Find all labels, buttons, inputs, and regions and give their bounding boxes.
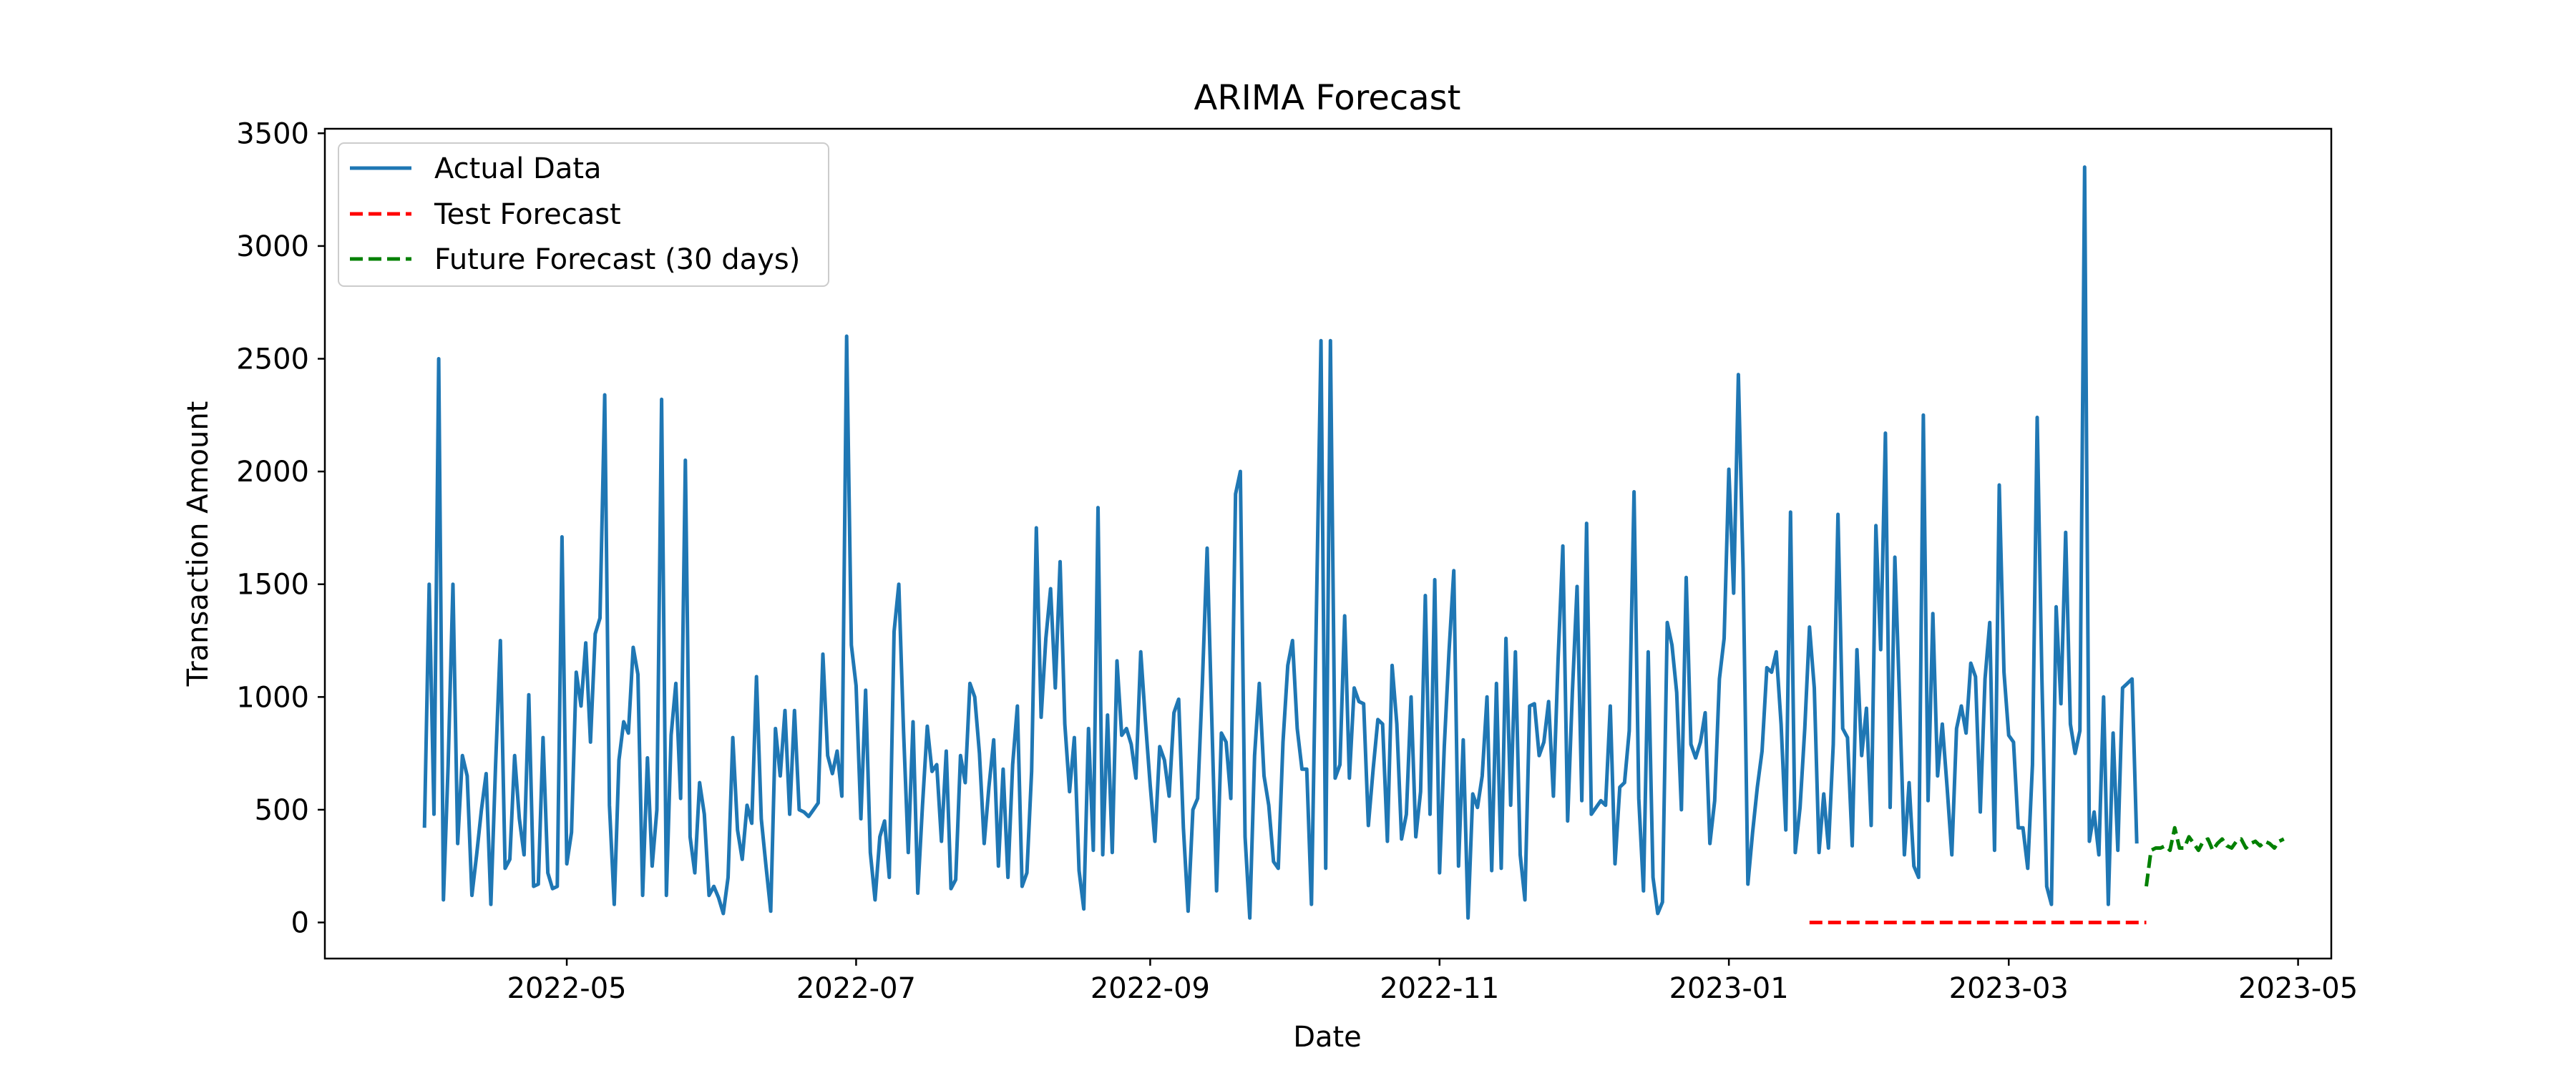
y-tick-label: 2500 [236,343,309,376]
x-axis-label: Date [1293,1021,1362,1054]
x-tick-label: 2023-03 [1949,972,2069,1005]
legend-label-test: Test Forecast [434,198,621,231]
y-tick-label: 1500 [236,569,309,602]
y-tick-label: 3500 [236,117,309,150]
y-axis-ticks: 0 500 1000 1500 2000 2500 3000 3500 [236,117,325,940]
chart-title: ARIMA Forecast [1194,78,1461,118]
x-tick-label: 2023-05 [2238,972,2358,1005]
y-tick-label: 2000 [236,456,309,489]
x-axis-ticks: 2022-05 2022-07 2022-09 2022-11 2023-01 2023-… [507,959,2358,1005]
legend-label-actual: Actual Data [434,152,602,185]
legend-box [338,142,829,287]
x-tick-label: 2022-11 [1380,972,1499,1005]
y-tick-label: 1000 [236,681,309,714]
series-layer [422,165,2285,925]
x-tick-label: 2022-07 [796,972,916,1005]
y-tick-label: 3000 [236,230,309,263]
x-tick-label: 2022-05 [507,972,627,1005]
x-tick-label: 2023-01 [1669,972,1789,1005]
y-axis-label: Transaction Amount [182,401,215,687]
plot-area-frame [323,127,2333,960]
legend: Actual Data Test Forecast Future Forecas… [338,142,829,287]
series-line-2 [2145,825,2285,887]
x-tick-label: 2022-09 [1091,972,1210,1005]
series-line-0 [422,165,2139,920]
y-tick-label: 500 [255,794,309,827]
y-tick-label: 0 [291,907,309,940]
legend-label-future: Future Forecast (30 days) [434,243,800,276]
